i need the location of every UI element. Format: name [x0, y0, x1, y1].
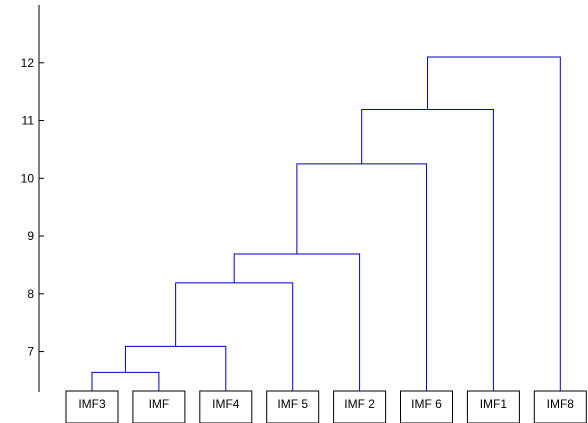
dendrogram-link — [233, 253, 361, 392]
y-tick-label: 9 — [27, 229, 34, 243]
leaf-label-text: IMF4 — [212, 397, 240, 411]
leaf-label-box — [132, 390, 186, 423]
leaf-label: IMF 6 — [400, 390, 453, 423]
dendrogram-link — [361, 109, 494, 392]
leaf-label-text: IMF — [149, 397, 170, 411]
leaf-label-text: IMF8 — [547, 397, 575, 411]
y-tick-label: 8 — [27, 287, 34, 301]
y-axis: 7 8 9 10 11 12 — [21, 5, 44, 392]
y-tick-label: 10 — [21, 171, 35, 185]
leaf-label-box — [333, 390, 387, 423]
leaf-label-box — [199, 390, 253, 423]
leaf-labels: IMF3 IMF IMF4 IMF 5 IMF 2 IMF 6 IMF1 IMF8 — [65, 390, 587, 423]
leaf-label-box — [400, 390, 453, 423]
y-tick-label: 12 — [21, 56, 35, 70]
dendrogram-link — [296, 163, 427, 392]
leaf-label-text: IMF3 — [78, 397, 106, 411]
leaf-label-text: IMF 6 — [411, 397, 442, 411]
y-tick-label: 11 — [22, 114, 35, 128]
leaf-label-box — [266, 390, 320, 423]
leaf-label-text: IMF 5 — [277, 397, 308, 411]
leaf-label: IMF3 — [65, 390, 119, 423]
leaf-label-text: IMF1 — [480, 397, 508, 411]
y-tick-label: 7 — [27, 345, 34, 359]
leaf-label-box — [533, 390, 587, 423]
dendrogram-link — [91, 371, 160, 392]
leaf-label: IMF8 — [533, 390, 587, 423]
dendrogram-links — [91, 56, 561, 392]
leaf-label-box — [466, 390, 520, 423]
dendrogram-link — [175, 282, 294, 392]
leaf-label: IMF4 — [199, 390, 253, 423]
leaf-label-text: IMF 2 — [344, 397, 375, 411]
dendrogram-link — [124, 345, 227, 392]
leaf-label: IMF — [132, 390, 186, 423]
leaf-label: IMF 5 — [266, 390, 320, 423]
leaf-label: IMF 2 — [333, 390, 387, 423]
leaf-label-box — [65, 390, 119, 423]
dendrogram-link — [427, 56, 561, 392]
leaf-label: IMF1 — [466, 390, 520, 423]
